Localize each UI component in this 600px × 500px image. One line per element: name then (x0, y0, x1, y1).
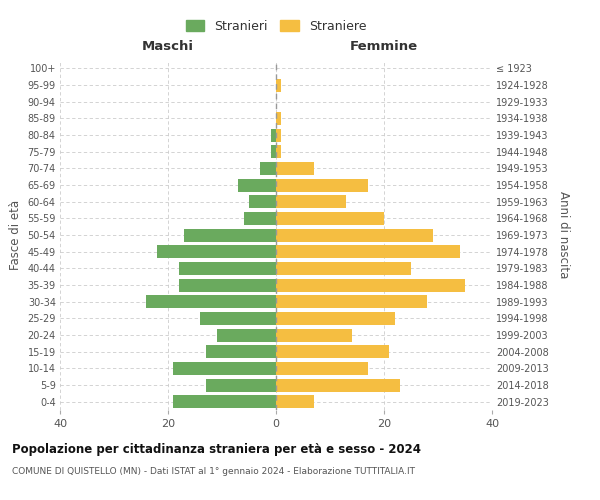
Text: Popolazione per cittadinanza straniera per età e sesso - 2024: Popolazione per cittadinanza straniera p… (12, 442, 421, 456)
Bar (146, 295, 276, 308)
Bar (249, 195, 276, 208)
Bar (179, 262, 276, 275)
Bar (276, 395, 314, 408)
Bar (276, 312, 395, 325)
Bar (276, 278, 465, 291)
Text: Maschi: Maschi (142, 40, 194, 54)
Bar (276, 228, 433, 241)
Bar (200, 312, 276, 325)
Text: COMUNE DI QUISTELLO (MN) - Dati ISTAT al 1° gennaio 2024 - Elaborazione TUTTITAL: COMUNE DI QUISTELLO (MN) - Dati ISTAT al… (12, 468, 415, 476)
Bar (276, 162, 314, 175)
Bar (238, 178, 276, 192)
Bar (276, 345, 389, 358)
Bar (276, 178, 368, 192)
Bar (276, 78, 281, 92)
Bar (244, 212, 276, 225)
Bar (276, 212, 384, 225)
Bar (271, 145, 276, 158)
Legend: Stranieri, Straniere: Stranieri, Straniere (182, 16, 370, 37)
Y-axis label: Anni di nascita: Anni di nascita (557, 192, 571, 278)
Bar (276, 245, 460, 258)
Bar (276, 128, 281, 141)
Bar (276, 262, 411, 275)
Bar (276, 145, 281, 158)
Bar (206, 378, 276, 392)
Bar (206, 345, 276, 358)
Bar (173, 362, 276, 375)
Bar (276, 378, 400, 392)
Bar (276, 112, 281, 125)
Bar (276, 328, 352, 342)
Bar (179, 278, 276, 291)
Bar (276, 195, 346, 208)
Bar (157, 245, 276, 258)
Bar (173, 395, 276, 408)
Bar (276, 295, 427, 308)
Y-axis label: Fasce di età: Fasce di età (9, 200, 22, 270)
Bar (276, 362, 368, 375)
Bar (184, 228, 276, 241)
Bar (217, 328, 276, 342)
Bar (260, 162, 276, 175)
Text: Femmine: Femmine (350, 40, 418, 54)
Bar (271, 128, 276, 141)
